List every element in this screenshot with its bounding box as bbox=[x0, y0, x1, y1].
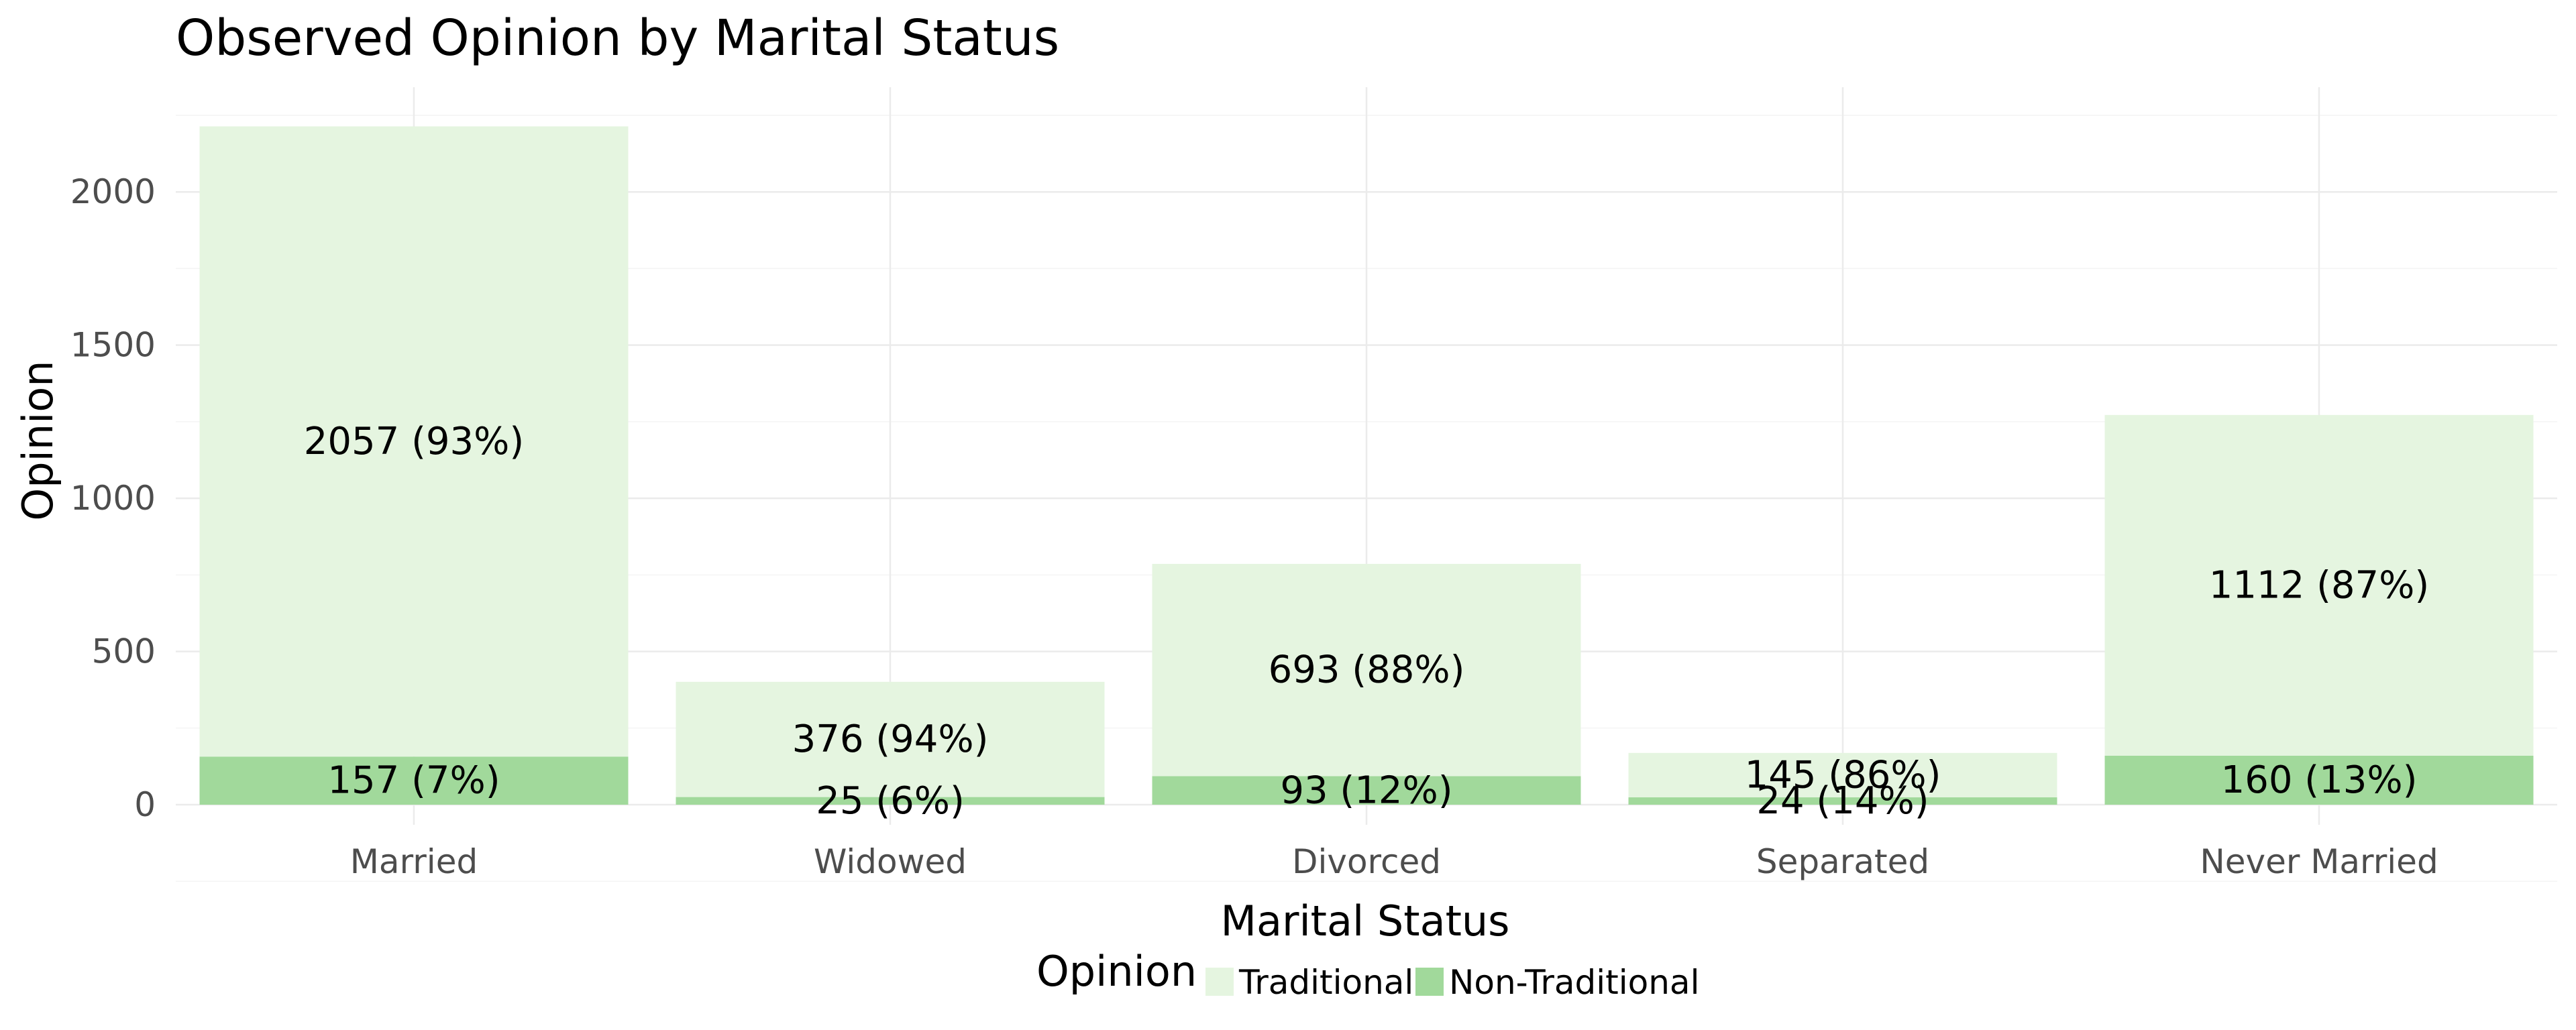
legend-title: Opinion bbox=[1036, 947, 1197, 996]
legend-label: Non-Traditional bbox=[1449, 963, 1699, 1002]
data-label: 93 (12%) bbox=[1280, 768, 1452, 812]
bar-traditional-married bbox=[199, 126, 629, 757]
bar-traditional-separated bbox=[1628, 752, 2057, 798]
bar-traditional-never-married bbox=[2104, 414, 2534, 756]
legend-label: Traditional bbox=[1238, 963, 1413, 1002]
data-label: 25 (6%) bbox=[816, 779, 965, 823]
y-axis-ticks: 0 500 1000 1500 2000 bbox=[70, 172, 156, 824]
chart-title: Observed Opinion by Marital Status bbox=[176, 9, 1059, 67]
x-tick-label: Divorced bbox=[1292, 842, 1441, 881]
bar-non-traditional-divorced bbox=[1152, 776, 1581, 805]
y-tick-label: 2000 bbox=[70, 172, 156, 211]
x-tick-label: Widowed bbox=[814, 842, 967, 881]
bar-non-traditional-never-married bbox=[2104, 755, 2534, 805]
x-axis-ticks: Married Widowed Divorced Separated Never Mar… bbox=[350, 842, 2438, 881]
legend: Opinion Traditional Non-Traditional bbox=[1036, 947, 1699, 1002]
y-tick-label: 1500 bbox=[70, 326, 156, 365]
bar-non-traditional-married bbox=[199, 756, 629, 805]
x-tick-label: Separated bbox=[1756, 842, 1929, 881]
legend-swatch bbox=[1205, 968, 1234, 996]
data-label: 145 (86%) bbox=[1745, 753, 1941, 797]
data-label: 24 (14%) bbox=[1756, 779, 1929, 823]
data-label: 2057 (93%) bbox=[304, 420, 524, 463]
bars bbox=[199, 126, 2534, 805]
bar-labels: 157 (7%) 2057 (93%) 25 (6%) 376 (94%) 93 (12… bbox=[304, 420, 2429, 823]
y-tick-label: 500 bbox=[92, 632, 156, 671]
data-label: 157 (7%) bbox=[327, 759, 500, 803]
data-label: 693 (88%) bbox=[1269, 648, 1465, 692]
bar-traditional-divorced bbox=[1152, 563, 1581, 777]
data-label: 1112 (87%) bbox=[2209, 563, 2429, 607]
bar-non-traditional-separated bbox=[1628, 797, 2057, 805]
y-axis-title: Opinion bbox=[13, 360, 62, 520]
x-tick-label: Married bbox=[350, 842, 478, 881]
bar-traditional-widowed bbox=[676, 681, 1105, 797]
data-label: 160 (13%) bbox=[2221, 758, 2418, 802]
data-label: 376 (94%) bbox=[792, 718, 989, 761]
x-tick-label: Never Married bbox=[2200, 842, 2438, 881]
legend-swatch bbox=[1415, 968, 1444, 996]
x-axis-title: Marital Status bbox=[1220, 897, 1509, 946]
y-tick-label: 0 bbox=[134, 785, 156, 824]
bar-non-traditional-widowed bbox=[676, 797, 1105, 805]
y-tick-label: 1000 bbox=[70, 479, 156, 518]
